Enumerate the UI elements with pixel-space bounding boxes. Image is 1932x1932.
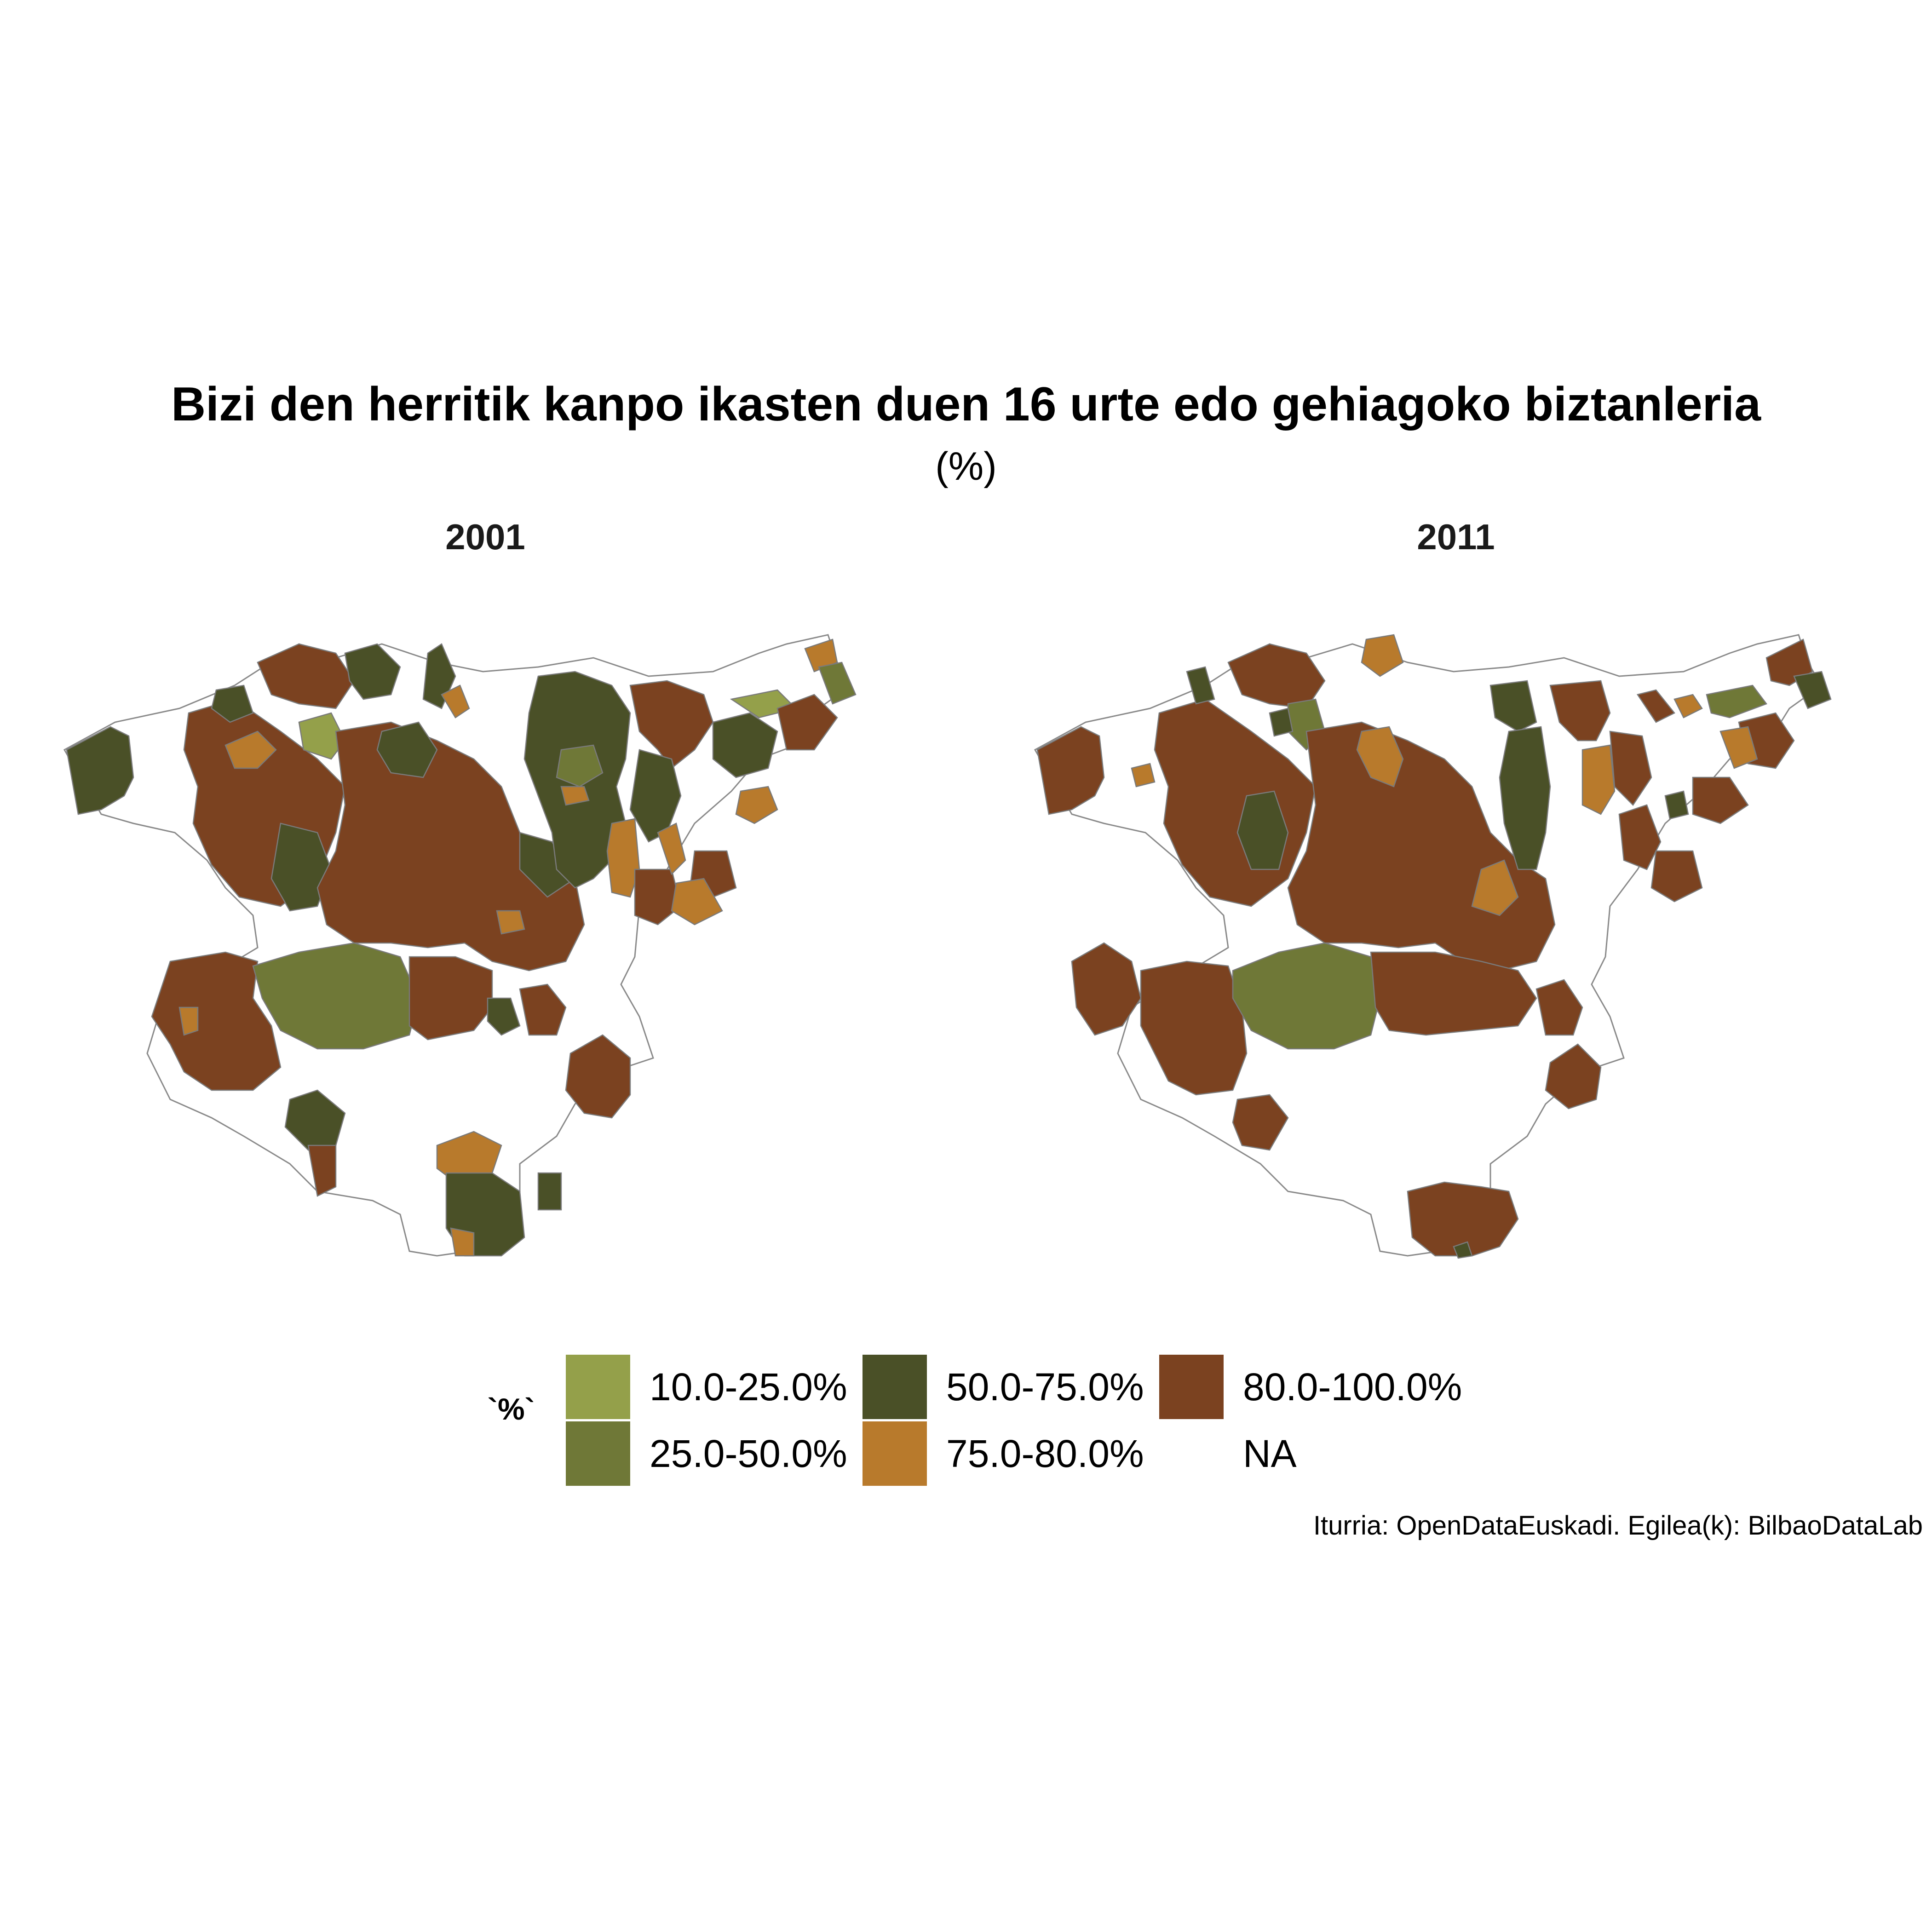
region	[1071, 942, 1142, 1036]
region	[1673, 694, 1703, 719]
region	[1499, 726, 1551, 870]
region	[1545, 1043, 1602, 1110]
legend-swatch	[566, 1421, 630, 1486]
region	[1706, 684, 1768, 719]
region-fills	[66, 638, 857, 1257]
region	[1793, 671, 1832, 709]
region	[1236, 790, 1289, 870]
region	[1650, 850, 1703, 903]
source-caption: Iturria: OpenDataEuskadi. Egilea(k): Bil…	[1313, 1511, 1923, 1541]
legend-item: 50.0-75.0%	[862, 1355, 1144, 1419]
region	[1719, 726, 1758, 769]
region	[1471, 859, 1519, 916]
region	[487, 997, 521, 1036]
legend-swatch	[566, 1355, 630, 1419]
legend-swatch	[1159, 1355, 1224, 1419]
legend-item: NA	[1159, 1421, 1297, 1486]
legend-swatch	[862, 1355, 927, 1419]
region	[151, 951, 282, 1091]
region	[496, 910, 525, 935]
region	[1232, 942, 1381, 1050]
region	[1269, 707, 1294, 737]
region	[1664, 790, 1689, 820]
legend-label: 50.0-75.0%	[946, 1365, 1144, 1409]
region	[307, 1144, 337, 1197]
region	[634, 868, 682, 926]
legend-label: 25.0-50.0%	[650, 1432, 847, 1475]
region	[1581, 744, 1616, 815]
region	[671, 878, 723, 926]
region	[1370, 951, 1537, 1036]
region	[211, 684, 254, 723]
region	[537, 1172, 562, 1211]
legend-title: `%`	[488, 1392, 535, 1426]
legend-label: 80.0-100.0%	[1243, 1365, 1462, 1409]
region	[257, 643, 355, 709]
region	[224, 730, 277, 769]
region	[1692, 776, 1749, 824]
region	[1232, 1094, 1289, 1151]
region	[519, 832, 576, 898]
region	[519, 983, 567, 1036]
region	[1186, 666, 1215, 705]
region-outlines	[1034, 634, 1823, 1257]
region	[606, 818, 640, 898]
region	[657, 822, 686, 875]
map-2001	[63, 634, 857, 1257]
region	[450, 1227, 475, 1257]
region	[1036, 726, 1105, 815]
region	[735, 786, 778, 824]
region	[1227, 643, 1326, 709]
region	[270, 822, 332, 912]
region	[1618, 804, 1662, 870]
legend-label: 10.0-25.0%	[650, 1365, 847, 1409]
legend-item: 75.0-80.0%	[862, 1421, 1144, 1486]
region	[408, 956, 493, 1041]
region	[629, 680, 714, 769]
region	[376, 721, 438, 778]
region	[1453, 1241, 1473, 1259]
region	[1609, 730, 1652, 806]
region	[1535, 979, 1583, 1036]
legend-label: 75.0-80.0%	[946, 1432, 1144, 1475]
region	[344, 643, 401, 700]
legend-swatch	[1159, 1421, 1224, 1486]
region	[178, 1006, 199, 1036]
region	[1140, 960, 1248, 1096]
region	[66, 726, 134, 815]
region	[441, 684, 470, 719]
region	[1356, 726, 1404, 788]
region	[1407, 1181, 1519, 1257]
map-subtitle: (%)	[935, 444, 997, 489]
region	[712, 712, 778, 778]
legend-swatch	[862, 1421, 927, 1486]
map-title: Bizi den herritik kanpo ikasten duen 16 …	[171, 378, 1761, 431]
region	[1549, 680, 1611, 742]
region	[776, 694, 838, 751]
region	[316, 721, 585, 972]
region	[1361, 634, 1404, 677]
legend-label: NA	[1243, 1432, 1297, 1475]
region	[1131, 763, 1156, 788]
facet-label-2011: 2011	[1417, 517, 1495, 557]
map-2011	[1034, 634, 1832, 1259]
legend-item: 25.0-50.0%	[566, 1421, 847, 1486]
region	[556, 744, 604, 788]
legend-item: 80.0-100.0%	[1159, 1355, 1462, 1419]
region	[252, 942, 420, 1050]
region	[560, 786, 590, 806]
region-fills	[1036, 634, 1832, 1259]
legend-item: 10.0-25.0%	[566, 1355, 847, 1419]
region	[1489, 680, 1537, 732]
region	[565, 1034, 631, 1119]
region	[1636, 689, 1675, 723]
facet-label-2001: 2001	[445, 517, 525, 557]
region	[804, 638, 838, 673]
region	[818, 661, 857, 705]
